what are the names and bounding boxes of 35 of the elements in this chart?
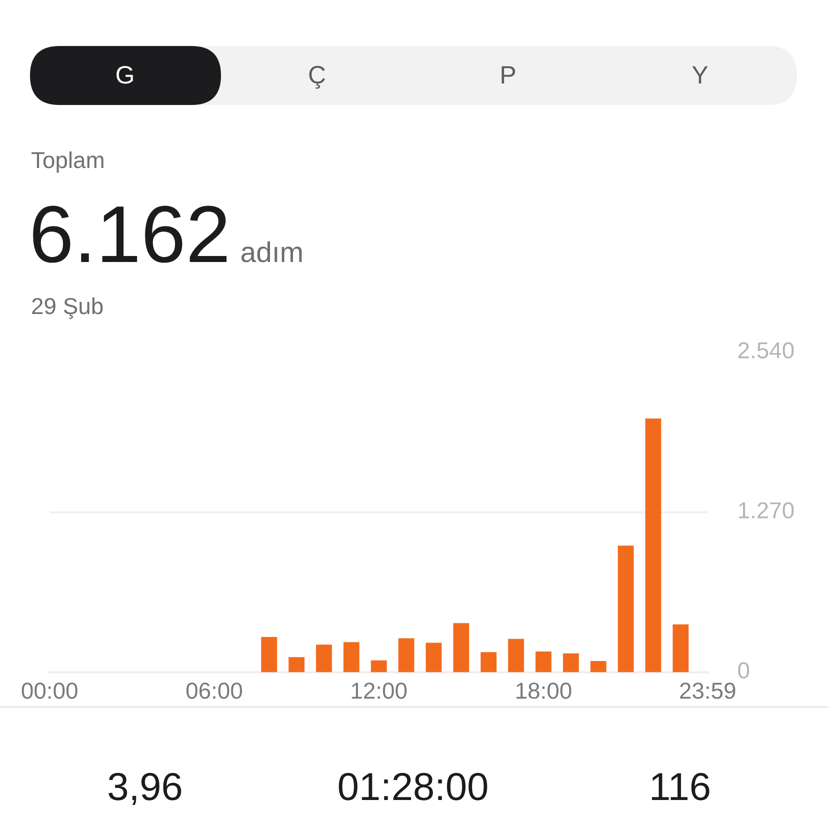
text: P xyxy=(502,66,516,84)
x-tick-label: 23:59 xyxy=(680,682,736,699)
bar xyxy=(316,644,332,672)
x-tick-label: 18:00 xyxy=(516,682,572,699)
y-tick-label: 1.270 xyxy=(739,502,794,518)
text: Ç xyxy=(309,66,326,89)
text: Y xyxy=(692,66,708,84)
y-tick-label: 0 xyxy=(738,662,750,678)
y-tick-label: 2.540 xyxy=(738,342,794,358)
text: 01:28:00 xyxy=(338,772,488,800)
text: 116 xyxy=(652,772,710,800)
text: Toplam xyxy=(32,151,104,173)
bar xyxy=(672,624,689,672)
bar xyxy=(370,660,387,672)
bar xyxy=(426,642,442,672)
text: 3,96 xyxy=(108,772,182,805)
x-tick-label: 06:00 xyxy=(186,682,242,699)
text: adım xyxy=(241,241,302,262)
chart-subtitle: 29 Şub xyxy=(32,297,103,319)
bar xyxy=(343,642,360,672)
bar xyxy=(453,623,470,672)
bar xyxy=(508,638,524,672)
chart-title: 6.162 xyxy=(33,206,227,263)
bar xyxy=(480,652,497,672)
bar xyxy=(618,546,634,672)
bar xyxy=(562,653,579,672)
bar xyxy=(536,652,552,672)
x-tick-label: 00:00 xyxy=(22,682,78,699)
bar xyxy=(288,657,304,672)
bar xyxy=(261,637,278,672)
bar xyxy=(398,638,414,672)
bar xyxy=(645,418,662,672)
text: G xyxy=(116,66,133,84)
x-tick-label: 12:00 xyxy=(352,682,407,699)
bar xyxy=(590,660,606,672)
